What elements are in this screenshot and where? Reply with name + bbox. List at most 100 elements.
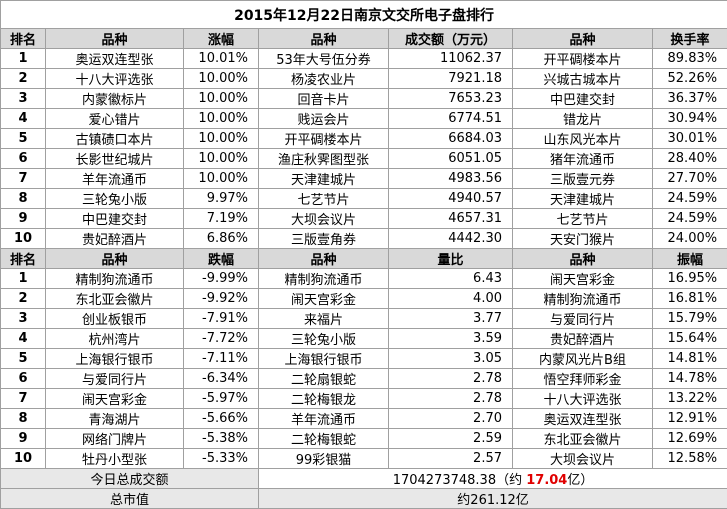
cell: 闹天宫彩金 — [258, 288, 389, 309]
cell: 二轮梅银蛇 — [258, 428, 389, 449]
rank-cell: 10 — [0, 448, 46, 469]
cell: 精制狗流通币 — [512, 288, 653, 309]
cell: 12.69% — [651, 428, 727, 449]
data-row: 5 古镇碛口本片 10.00% 开平碉楼本片 6684.03 山东风光本片 30.01% — [0, 128, 727, 149]
cell: -7.91% — [183, 308, 259, 329]
header-cell: 品种 — [512, 248, 653, 269]
cell: 99彩银猫 — [258, 448, 389, 469]
cell: 东北亚会徽片 — [45, 288, 184, 309]
cell: 山东风光本片 — [512, 128, 653, 149]
cell: 2.78 — [388, 368, 513, 389]
cell: 89.83% — [651, 48, 727, 69]
cell: 10.00% — [183, 108, 259, 129]
cell: 7.19% — [183, 208, 259, 229]
cell: 贱运会片 — [258, 108, 389, 129]
cell: 4940.57 — [388, 188, 513, 209]
cell: 3.59 — [388, 328, 513, 349]
cell: 13.22% — [651, 388, 727, 409]
rank-cell: 2 — [0, 68, 46, 89]
rank-cell: 8 — [0, 188, 46, 209]
cell: 二轮扇银蛇 — [258, 368, 389, 389]
cell: 10.00% — [183, 148, 259, 169]
cell: 青海湖片 — [45, 408, 184, 429]
cell: 贵妃醉酒片 — [512, 328, 653, 349]
cell: 开平碉楼本片 — [512, 48, 653, 69]
rank-cell: 1 — [0, 268, 46, 289]
rank-cell: 4 — [0, 328, 46, 349]
cell: 53年大号伍分券 — [258, 48, 389, 69]
turnover-suffix: 亿） — [567, 473, 594, 488]
summary-value: 1704273748.38（约 17.04亿） — [257, 468, 727, 489]
cell: 10.00% — [183, 88, 259, 109]
header-cell: 品种 — [512, 28, 653, 49]
header-cell: 量比 — [388, 248, 513, 269]
cell: 52.26% — [651, 68, 727, 89]
cell: 羊年流通币 — [45, 168, 184, 189]
cell: 16.95% — [651, 268, 727, 289]
cell: 贵妃醉酒片 — [45, 228, 184, 249]
cell: 精制狗流通币 — [258, 268, 389, 289]
cell: 牡丹小型张 — [45, 448, 184, 469]
header-cell: 涨幅 — [183, 28, 259, 49]
cell: 3.05 — [388, 348, 513, 369]
rank-cell: 7 — [0, 168, 46, 189]
data-row: 2 十八大评选张 10.00% 杨凌农业片 7921.18 兴城古城本片 52.26% — [0, 68, 727, 89]
cell: 10.00% — [183, 68, 259, 89]
data-row: 3 创业板银币 -7.91% 来福片 3.77 与爱同行片 15.79% — [0, 308, 727, 329]
cell: 36.37% — [651, 88, 727, 109]
cell: 6.43 — [388, 268, 513, 289]
cell: 与爱同行片 — [45, 368, 184, 389]
cell: -6.34% — [183, 368, 259, 389]
data-row: 7 闹天宫彩金 -5.97% 二轮梅银龙 2.78 十八大评选张 13.22% — [0, 388, 727, 409]
summary-label: 今日总成交额 — [0, 468, 259, 489]
cell: 羊年流通币 — [258, 408, 389, 429]
rank-cell: 5 — [0, 348, 46, 369]
cell: 闹天宫彩金 — [512, 268, 653, 289]
cell: 长影世纪城片 — [45, 148, 184, 169]
header-cell: 排名 — [0, 28, 46, 49]
cell: 七艺节片 — [512, 208, 653, 229]
cell: 14.81% — [651, 348, 727, 369]
cell: -5.38% — [183, 428, 259, 449]
cell: 10.00% — [183, 168, 259, 189]
data-row: 10 贵妃醉酒片 6.86% 三版壹角券 4442.30 天安门猴片 24.00% — [0, 228, 727, 249]
cell: 2.57 — [388, 448, 513, 469]
cell: 4.00 — [388, 288, 513, 309]
cell: 12.58% — [651, 448, 727, 469]
cell: 2.70 — [388, 408, 513, 429]
cell: 猪年流通币 — [512, 148, 653, 169]
cell: 24.59% — [651, 188, 727, 209]
rank-cell: 5 — [0, 128, 46, 149]
cell: 2.59 — [388, 428, 513, 449]
cell: 奥运双连型张 — [512, 408, 653, 429]
cell: 内蒙徽标片 — [45, 88, 184, 109]
rank-cell: 2 — [0, 288, 46, 309]
turnover-highlight: 17.04 — [526, 473, 568, 488]
cell: 与爱同行片 — [512, 308, 653, 329]
cell: 奥运双连型张 — [45, 48, 184, 69]
cell: 天津建城片 — [258, 168, 389, 189]
cell: 10.01% — [183, 48, 259, 69]
header-row: 排名 品种 涨幅 品种 成交额（万元） 品种 换手率 — [0, 28, 727, 49]
cell: 大坝会议片 — [512, 448, 653, 469]
data-row: 4 爱心错片 10.00% 贱运会片 6774.51 错龙片 30.94% — [0, 108, 727, 129]
rank-cell: 3 — [0, 308, 46, 329]
summary-value: 约261.12亿 — [257, 488, 727, 509]
rank-cell: 1 — [0, 48, 46, 69]
cell: -9.99% — [183, 268, 259, 289]
title: 2015年12月22日南京文交所电子盘排行 — [0, 0, 727, 29]
cell: 24.00% — [651, 228, 727, 249]
cell: 东北亚会徽片 — [512, 428, 653, 449]
cell: 上海银行银币 — [258, 348, 389, 369]
data-row: 2 东北亚会徽片 -9.92% 闹天宫彩金 4.00 精制狗流通币 16.81% — [0, 288, 727, 309]
data-row: 6 与爱同行片 -6.34% 二轮扇银蛇 2.78 悟空拜师彩金 14.78% — [0, 368, 727, 389]
cell: 天安门猴片 — [512, 228, 653, 249]
header-cell: 跌幅 — [183, 248, 259, 269]
header-cell: 品种 — [45, 28, 184, 49]
cell: 4657.31 — [388, 208, 513, 229]
cell: 来福片 — [258, 308, 389, 329]
cell: 15.64% — [651, 328, 727, 349]
data-row: 9 网络门牌片 -5.38% 二轮梅银蛇 2.59 东北亚会徽片 12.69% — [0, 428, 727, 449]
